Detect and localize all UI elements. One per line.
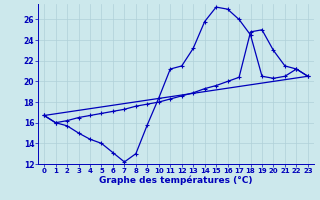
X-axis label: Graphe des températures (°C): Graphe des températures (°C) <box>99 176 253 185</box>
